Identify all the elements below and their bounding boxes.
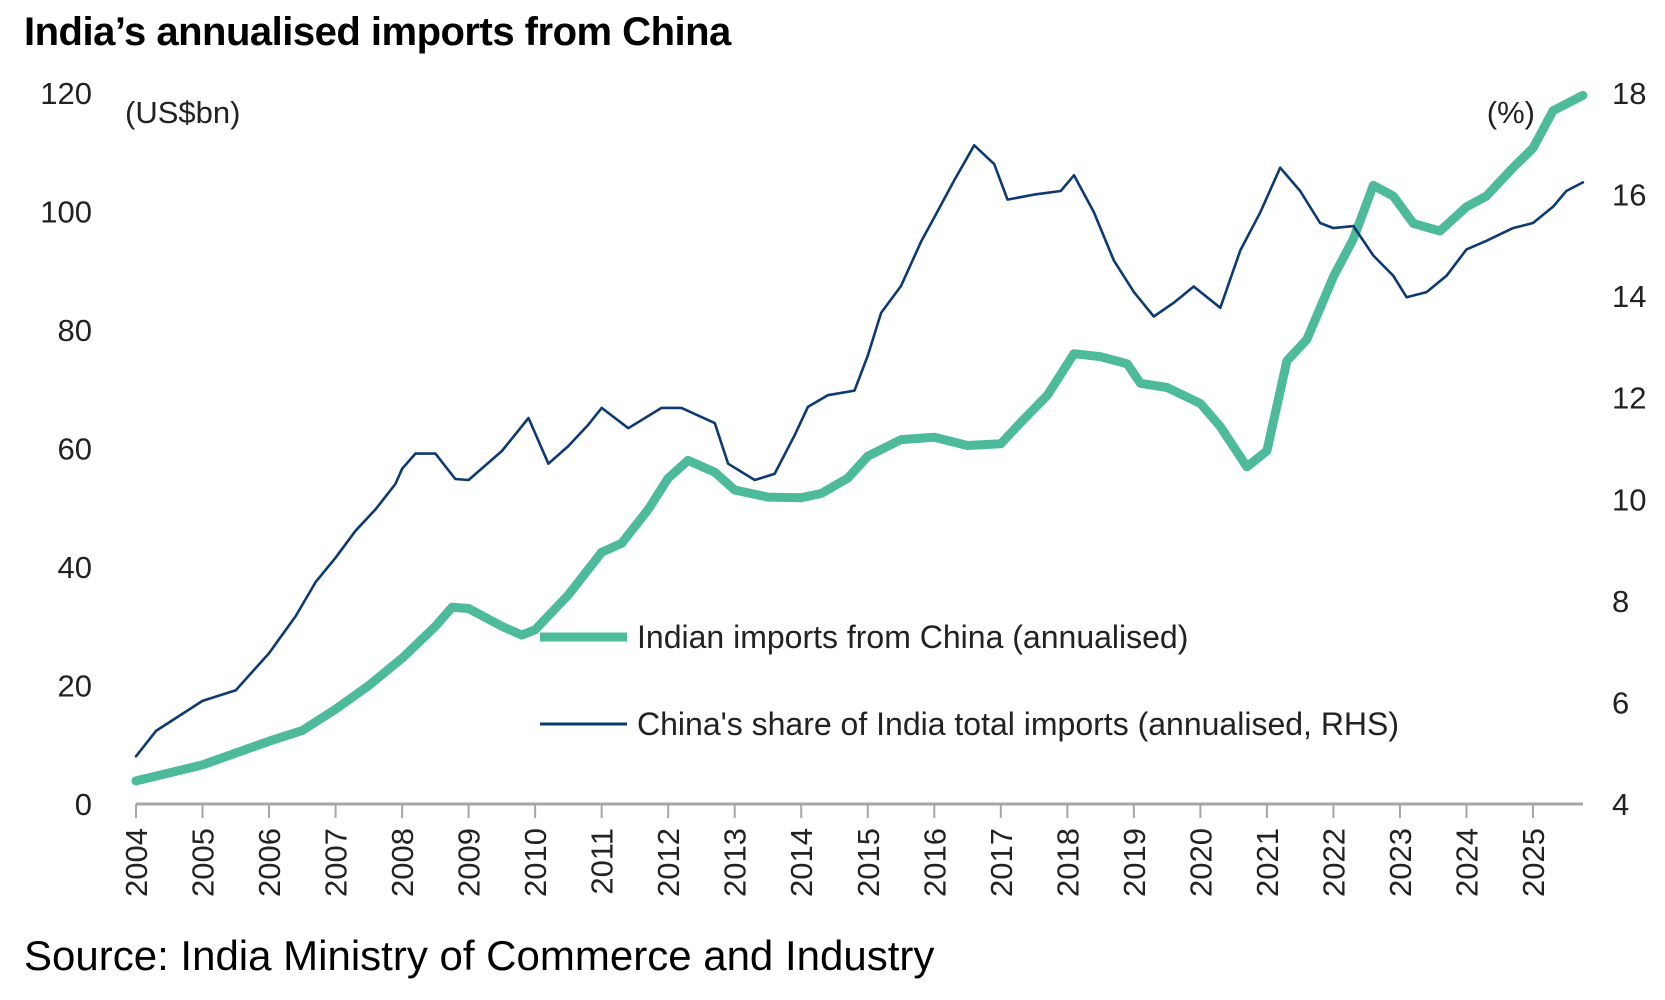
x-tick-label: 2014	[784, 828, 819, 897]
y-right-tick-label: 8	[1612, 584, 1629, 619]
x-tick-label: 2025	[1516, 828, 1551, 897]
right-axis-unit: (%)	[1487, 95, 1535, 130]
legend-label: Indian imports from China (annualised)	[637, 619, 1188, 655]
x-tick-label: 2006	[252, 828, 287, 897]
x-tick-label: 2013	[718, 828, 753, 897]
legend-label: China's share of India total imports (an…	[637, 706, 1399, 742]
x-tick-label: 2022	[1316, 828, 1351, 897]
x-tick-label: 2008	[385, 828, 420, 897]
y-left-tick-label: 120	[40, 76, 92, 111]
x-tick-label: 2015	[851, 828, 886, 897]
y-right-tick-label: 4	[1612, 787, 1629, 822]
y-right-tick-label: 16	[1612, 178, 1646, 213]
y-left-tick-label: 40	[58, 550, 92, 585]
left-axis-unit: (US$bn)	[125, 95, 240, 130]
y-left-tick-label: 20	[58, 669, 92, 704]
y-left-tick-label: 100	[40, 195, 92, 230]
chart-title: India’s annualised imports from China	[24, 10, 731, 54]
x-tick-label: 2023	[1383, 828, 1418, 897]
x-tick-label: 2012	[651, 828, 686, 897]
x-tick-label: 2018	[1050, 828, 1085, 897]
x-tick-label: 2005	[186, 828, 221, 897]
x-tick-label: 2024	[1449, 828, 1484, 897]
series-line-share	[134, 144, 1585, 758]
x-tick-label: 2017	[984, 828, 1019, 897]
y-right-tick-label: 18	[1612, 76, 1646, 111]
x-tick-label: 2020	[1183, 828, 1218, 897]
y-right-tick-label: 14	[1612, 279, 1646, 314]
x-tick-label: 2007	[319, 828, 354, 897]
y-left-tick-label: 80	[58, 313, 92, 348]
x-tick-label: 2019	[1117, 828, 1152, 897]
x-tick-label: 2009	[452, 828, 487, 897]
x-tick-label: 2016	[917, 828, 952, 897]
y-left-tick-label: 0	[75, 787, 92, 822]
series-line-imports	[131, 90, 1588, 786]
y-right-tick-label: 10	[1612, 482, 1646, 517]
x-tick-label: 2011	[585, 828, 620, 895]
x-tick-label: 2004	[119, 828, 154, 897]
y-right-tick-label: 6	[1612, 685, 1629, 720]
x-tick-label: 2010	[518, 828, 553, 897]
x-tick-label: 2021	[1250, 828, 1285, 897]
y-right-tick-label: 12	[1612, 381, 1646, 416]
y-left-tick-label: 60	[58, 432, 92, 467]
source-note: Source: India Ministry of Commerce and I…	[24, 932, 935, 979]
